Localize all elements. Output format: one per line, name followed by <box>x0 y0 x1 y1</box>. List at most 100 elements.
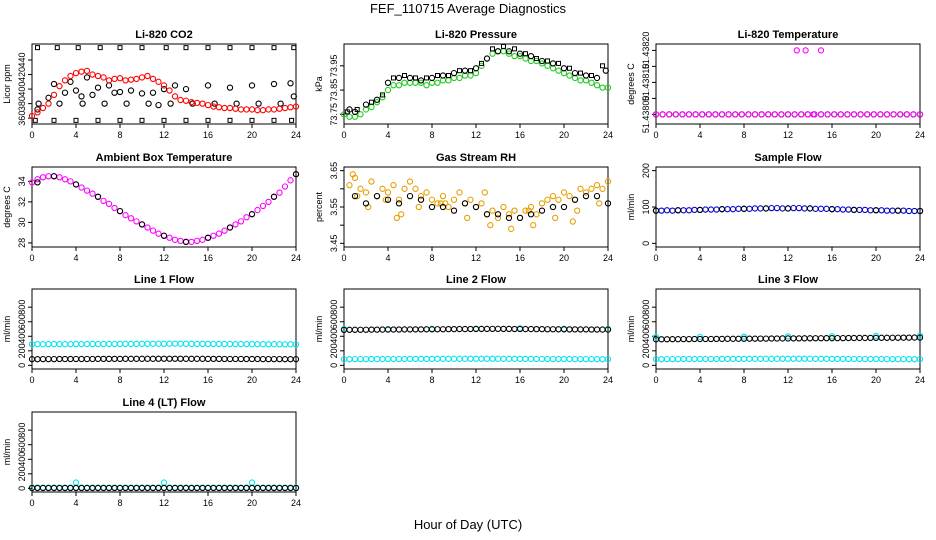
x-tick-label: 20 <box>247 375 257 385</box>
data-point <box>362 101 370 108</box>
data-point <box>50 80 58 88</box>
panel-title: Ambient Box Temperature <box>96 152 233 164</box>
data-point <box>663 355 671 363</box>
data-point <box>193 340 201 348</box>
data-point <box>346 113 353 120</box>
data-point <box>511 325 518 333</box>
data-point <box>801 355 808 362</box>
data-point <box>182 85 190 93</box>
data-point <box>395 74 403 82</box>
data-point <box>481 189 488 196</box>
data-point <box>56 83 63 90</box>
data-point <box>812 205 819 212</box>
x-tick-label: 8 <box>741 375 746 385</box>
data-point <box>434 326 441 333</box>
data-point <box>556 60 561 66</box>
data-point <box>188 355 195 362</box>
x-tick-label: 4 <box>73 498 78 508</box>
y-tick-label: 400 <box>641 329 651 344</box>
data-point <box>390 326 397 333</box>
data-point <box>406 192 414 200</box>
data-point <box>116 355 124 363</box>
data-point <box>287 177 294 184</box>
series-0 <box>652 204 924 215</box>
data-point <box>746 355 753 362</box>
data-point <box>94 84 102 91</box>
data-point <box>588 355 595 363</box>
series-1 <box>340 325 612 334</box>
data-point <box>368 355 375 363</box>
data-point <box>479 60 484 66</box>
data-point <box>384 189 392 196</box>
data-point <box>401 326 408 333</box>
data-point <box>724 355 731 363</box>
x-tick-label: 12 <box>471 375 481 385</box>
data-point <box>259 355 267 363</box>
data-point <box>674 207 682 214</box>
data-point <box>105 77 113 84</box>
data-point <box>116 207 124 215</box>
data-point <box>182 355 190 362</box>
data-point <box>861 334 869 342</box>
data-point <box>362 355 370 363</box>
data-point <box>478 200 485 207</box>
y-tick-label: 400 <box>17 82 27 97</box>
data-point <box>604 356 612 363</box>
data-point <box>105 82 113 89</box>
data-point <box>439 192 447 200</box>
data-point <box>890 111 897 118</box>
x-tick-label: 0 <box>29 375 34 385</box>
data-point <box>450 69 458 77</box>
data-point <box>287 341 294 348</box>
data-point <box>382 196 389 203</box>
data-point <box>254 355 261 363</box>
data-point <box>100 340 107 348</box>
x-tick-label: 0 <box>29 253 34 263</box>
data-point <box>111 204 118 212</box>
data-point <box>354 106 360 112</box>
data-point <box>237 355 245 363</box>
data-point <box>138 90 146 97</box>
data-point <box>490 46 495 52</box>
x-tick-label: 12 <box>471 253 481 263</box>
data-point <box>289 117 295 123</box>
data-point <box>406 74 414 82</box>
data-point <box>83 340 91 348</box>
data-point <box>270 193 278 200</box>
data-point <box>226 84 234 91</box>
data-point <box>538 207 546 214</box>
panel-title: Line 4 (LT) Flow <box>123 397 206 409</box>
data-point <box>549 192 557 200</box>
data-point <box>691 335 698 343</box>
data-point <box>292 171 300 178</box>
data-point <box>828 206 836 213</box>
data-point <box>78 340 85 348</box>
data-point <box>582 355 590 363</box>
data-point <box>435 73 440 79</box>
data-point <box>67 355 74 363</box>
x-tick-label: 0 <box>341 253 346 263</box>
data-point <box>287 104 294 111</box>
data-point <box>423 355 430 363</box>
y-tick-label: 73.95 <box>329 55 339 78</box>
data-point <box>391 75 396 81</box>
data-point <box>199 355 206 362</box>
data-point <box>144 72 151 80</box>
data-point <box>248 82 256 89</box>
data-point <box>457 68 462 74</box>
data-point <box>94 340 102 348</box>
data-point <box>445 325 452 333</box>
data-point <box>669 207 676 214</box>
data-point <box>544 196 551 203</box>
data-point <box>828 355 836 363</box>
data-point <box>292 341 300 348</box>
y-tick-label: 51.43800 <box>641 96 651 134</box>
data-point <box>574 207 581 214</box>
data-point <box>357 111 364 118</box>
data-point <box>604 178 612 185</box>
data-point <box>72 181 80 188</box>
data-point <box>889 334 896 341</box>
data-point <box>560 65 568 72</box>
x-tick-label: 20 <box>871 375 881 385</box>
